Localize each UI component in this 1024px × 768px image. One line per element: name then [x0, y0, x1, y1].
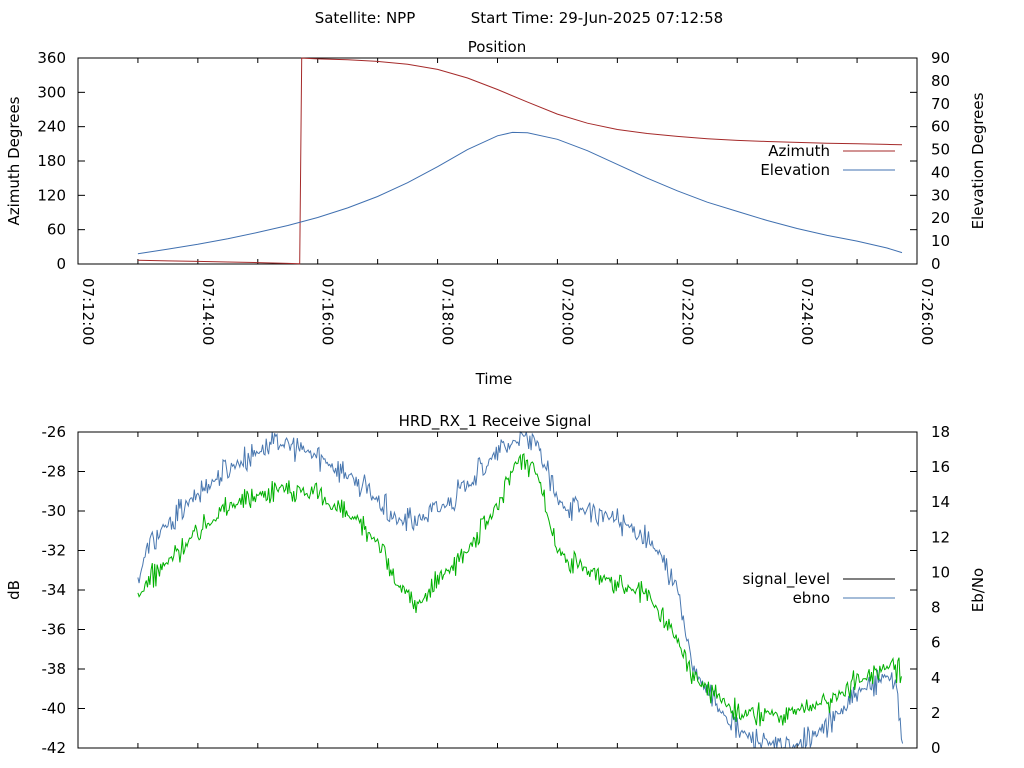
y-tick-label: 0 [56, 255, 66, 273]
y2-tick-label: 20 [931, 209, 950, 227]
position-x-axis: 07:12:00 07:14:00 07:16:00 07:18:00 07:20:00… [77, 58, 936, 345]
position-y2-axis: 0 10 20 30 40 50 60 70 80 90 [931, 49, 950, 273]
legend-azimuth-label: Azimuth [768, 142, 830, 160]
y2-tick-label: 60 [931, 118, 950, 136]
series-line-elevation [137, 131, 903, 255]
y-tick-label: -36 [42, 621, 67, 639]
satellite-label: Satellite: NPP [315, 9, 416, 27]
y2-tick-label: 70 [931, 95, 950, 113]
x-tick-label: 07:14:00 [199, 278, 217, 345]
y2-tick-label: 14 [931, 493, 950, 511]
y2-tick-label: 8 [931, 599, 941, 617]
y2-tick-label: 6 [931, 634, 941, 652]
x-tick-label: 07:22:00 [678, 278, 696, 345]
x-tick-label: 07:20:00 [558, 278, 576, 345]
y2-tick-label: 16 [931, 458, 950, 476]
signal-title: HRD_RX_1 Receive Signal [399, 412, 592, 431]
y-tick-label: -32 [42, 542, 67, 560]
y-tick-label: 120 [37, 186, 66, 204]
x-tick-label: 07:26:00 [918, 278, 936, 345]
y-tick-label: -38 [42, 660, 67, 678]
legend-elevation-label: Elevation [760, 161, 830, 179]
y-tick-label: 60 [47, 221, 66, 239]
position-title: Position [468, 38, 526, 56]
y2-tick-label: 4 [931, 669, 941, 687]
position-legend: Azimuth Elevation [760, 142, 895, 179]
signal-y2-axis: 0 2 4 6 8 10 12 14 16 18 [931, 423, 950, 757]
legend-signal-level-label: signal_level [742, 570, 830, 589]
y-tick-label: -28 [42, 463, 67, 481]
y-tick-label: 300 [37, 83, 66, 101]
y-tick-label: -26 [42, 423, 67, 441]
y-tick-label: -34 [42, 581, 67, 599]
position-series [137, 57, 903, 265]
elevation-axis-label: Elevation Degrees [969, 92, 987, 229]
x-tick-label: 07:16:00 [319, 278, 337, 345]
ebno-axis-label: Eb/No [969, 568, 987, 612]
azimuth-axis-label: Azimuth Degrees [5, 96, 23, 225]
signal-y-axis: -42 -40 -38 -36 -34 -32 -30 -28 -26 [42, 423, 917, 757]
y2-tick-label: 50 [931, 141, 950, 159]
y2-tick-label: 0 [931, 255, 941, 273]
x-tick-label: 07:24:00 [798, 278, 816, 345]
position-y-axis: 0 60 120 180 240 300 360 [37, 49, 917, 273]
time-axis-label: Time [475, 370, 513, 388]
y-tick-label: 360 [37, 49, 66, 67]
series-line-unnamed-2 [137, 452, 902, 727]
y-tick-label: 240 [37, 118, 66, 136]
y2-tick-label: 40 [931, 163, 950, 181]
y-tick-label: 180 [37, 152, 66, 170]
x-tick-label: 07:18:00 [439, 278, 457, 345]
signal-x-axis [77, 432, 918, 748]
y2-tick-label: 90 [931, 49, 950, 67]
signal-series [137, 431, 904, 750]
y2-tick-label: 12 [931, 528, 950, 546]
signal-legend: signal_level ebno [742, 570, 895, 607]
start-time-label: Start Time: 29-Jun-2025 07:12:58 [471, 9, 723, 27]
x-tick-label: 07:12:00 [79, 278, 97, 345]
y2-tick-label: 0 [931, 739, 941, 757]
signal-chart: HRD_RX_1 Receive Signal -42-40-38-36-34-… [5, 412, 987, 757]
y2-tick-label: 18 [931, 423, 950, 441]
y-tick-label: -42 [42, 739, 67, 757]
signal-plot-frame [77, 431, 918, 749]
y2-tick-label: 2 [931, 704, 941, 722]
y2-tick-label: 10 [931, 563, 950, 581]
series-line-ebno [137, 431, 904, 750]
db-axis-label: dB [5, 580, 23, 600]
y2-tick-label: 30 [931, 186, 950, 204]
y-tick-label: -30 [42, 502, 67, 520]
legend-ebno-label: ebno [793, 589, 830, 607]
y-tick-label: -40 [42, 700, 67, 718]
y2-tick-label: 10 [931, 232, 950, 250]
y2-tick-label: 80 [931, 72, 950, 90]
series-line-azimuth [137, 57, 903, 265]
position-chart: Position 0 60 120 180 240 300 360 0 10 20 30 40 50 6… [5, 38, 987, 388]
